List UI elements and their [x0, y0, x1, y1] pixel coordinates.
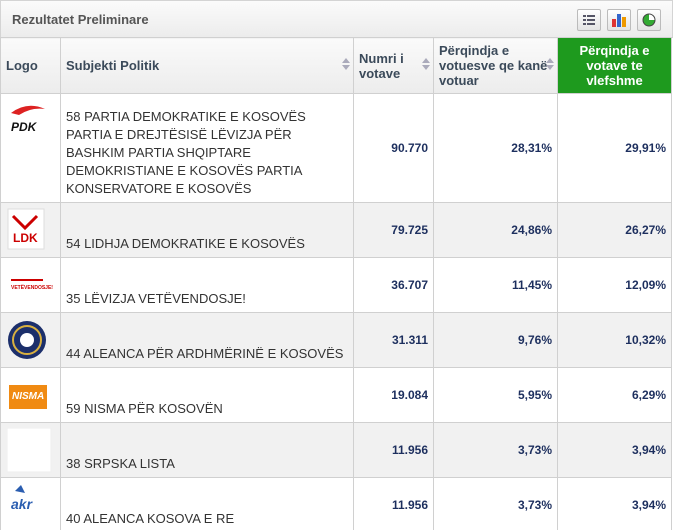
party-row: akr 40 ALEANCA KOSOVA E RE 11.956 3,73% 3,94…	[0, 477, 672, 530]
pct-voters-cell: 3,73%	[433, 422, 558, 478]
logo-cell	[0, 422, 61, 478]
header-text: Subjekti Politik	[66, 58, 160, 73]
party-logo	[7, 428, 52, 473]
votes-cell: 90.770	[353, 93, 434, 203]
subject-cell: 35 LËVIZJA VETËVENDOSJE!	[60, 257, 354, 313]
party-row: PDK 58 PARTIA DEMOKRATIKE E KOSOVËS PARTI…	[0, 93, 672, 203]
header-text: Përqindja e votuesve qe kanë votuar	[439, 43, 548, 88]
column-header: Logo	[0, 37, 61, 94]
votes-cell: 36.707	[353, 257, 434, 313]
subject-cell: 44 ALEANCA PËR ARDHMËRINË E KOSOVËS	[60, 312, 354, 368]
column-header[interactable]: Përqindja e votuesve qe kanë votuar	[433, 37, 558, 94]
results-table: Logo Subjekti Politik Numri i votave Për…	[0, 37, 672, 530]
header-row: Logo Subjekti Politik Numri i votave Për…	[0, 37, 672, 94]
logo-cell: PDK	[0, 93, 61, 203]
party-row: 38 SRPSKA LISTA 11.956 3,73% 3,94%	[0, 422, 672, 478]
votes-cell: 11.956	[353, 477, 434, 530]
column-header[interactable]: Përqindja e votave te vlefshme	[557, 37, 672, 94]
subject-cell: 40 ALEANCA KOSOVA E RE	[60, 477, 354, 530]
party-logo: VETËVENDOSJE!	[11, 279, 53, 291]
table-view-button[interactable]	[577, 9, 601, 31]
logo-text: akr	[11, 496, 34, 512]
pie-view-button[interactable]	[637, 9, 661, 31]
logo-text: LDK	[13, 231, 38, 245]
sort-icon	[342, 58, 350, 70]
votes-cell: 19.084	[353, 367, 434, 423]
subject-cell: 59 NISMA PËR KOSOVËN	[60, 367, 354, 423]
logo-text: VETËVENDOSJE!	[11, 284, 53, 291]
logo-text: NISMA	[12, 391, 44, 402]
votes-cell: 79.725	[353, 202, 434, 258]
title-bar: Rezultatet Preliminare	[0, 0, 673, 38]
title: Rezultatet Preliminare	[12, 12, 149, 27]
logo-cell: LDK	[0, 202, 61, 258]
party-logo	[8, 321, 46, 359]
party-row: LDK 54 LIDHJA DEMOKRATIKE E KOSOVËS 79.725…	[0, 202, 672, 258]
pct-valid-cell: 6,29%	[557, 367, 672, 423]
pct-voters-cell: 24,86%	[433, 202, 558, 258]
column-header[interactable]: Numri i votave	[353, 37, 434, 94]
party-row: 44 ALEANCA PËR ARDHMËRINË E KOSOVËS 31.31…	[0, 312, 672, 368]
pct-voters-cell: 9,76%	[433, 312, 558, 368]
party-logo: LDK	[7, 208, 45, 250]
pct-valid-cell: 29,91%	[557, 93, 672, 203]
pct-valid-cell: 12,09%	[557, 257, 672, 313]
logo-cell: NISMA	[0, 367, 61, 423]
pct-voters-cell: 3,73%	[433, 477, 558, 530]
pct-voters-cell: 5,95%	[433, 367, 558, 423]
party-row: NISMA 59 NISMA PËR KOSOVËN 19.084 5,95% 6,29…	[0, 367, 672, 423]
logo-cell: VETËVENDOSJE!	[0, 257, 61, 313]
party-row: VETËVENDOSJE! 35 LËVIZJA VETËVENDOSJE! 36.…	[0, 257, 672, 313]
pct-valid-cell: 3,94%	[557, 422, 672, 478]
logo-cell: akr	[0, 477, 61, 530]
header-text: Logo	[6, 58, 38, 73]
header-text: Numri i votave	[359, 50, 404, 81]
column-header[interactable]: Subjekti Politik	[60, 37, 354, 94]
pct-valid-cell: 3,94%	[557, 477, 672, 530]
sort-icon	[546, 58, 554, 70]
votes-cell: 11.956	[353, 422, 434, 478]
header-text: Përqindja e votave te vlefshme	[579, 43, 650, 88]
pct-voters-cell: 11,45%	[433, 257, 558, 313]
party-logo: akr	[11, 485, 34, 512]
bar-view-button[interactable]	[607, 9, 631, 31]
pct-valid-cell: 10,32%	[557, 312, 672, 368]
logo-text: PDK	[11, 120, 38, 134]
pct-voters-cell: 28,31%	[433, 93, 558, 203]
pct-valid-cell: 26,27%	[557, 202, 672, 258]
party-logo: NISMA	[9, 385, 47, 409]
subject-cell: 54 LIDHJA DEMOKRATIKE E KOSOVËS	[60, 202, 354, 258]
party-logo: PDK	[11, 105, 45, 134]
sort-icon	[422, 58, 430, 70]
votes-cell: 31.311	[353, 312, 434, 368]
logo-cell	[0, 312, 61, 368]
subject-cell: 58 PARTIA DEMOKRATIKE E KOSOVËS PARTIA E…	[60, 93, 354, 203]
subject-cell: 38 SRPSKA LISTA	[60, 422, 354, 478]
